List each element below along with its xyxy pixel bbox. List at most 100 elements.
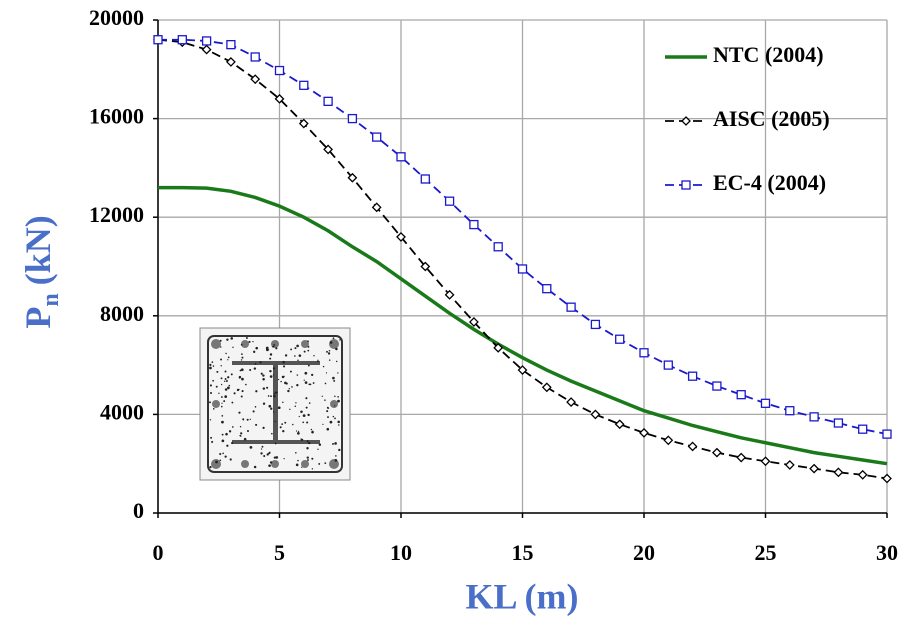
speckle [303, 379, 305, 381]
speckle [262, 387, 266, 390]
marker [858, 424, 868, 434]
speckle [322, 423, 324, 425]
speckle [287, 389, 290, 393]
speckle [308, 383, 311, 386]
marker [566, 397, 577, 407]
marker [444, 289, 455, 300]
marker [614, 419, 625, 430]
speckle [221, 433, 224, 436]
speckle [243, 437, 247, 441]
speckle [295, 452, 297, 454]
y-tick-label: 0 [133, 498, 144, 523]
x-tick-label: 30 [876, 540, 898, 565]
speckle [283, 375, 285, 378]
y-label-sub: n [38, 293, 64, 306]
speckle [295, 463, 299, 467]
series [158, 185, 888, 466]
speckle [337, 396, 339, 398]
marker [371, 202, 382, 213]
speckle [241, 390, 244, 393]
speckle [254, 406, 257, 408]
speckle [209, 401, 211, 404]
speckle [326, 350, 328, 353]
speckle [209, 363, 212, 366]
speckle [307, 340, 309, 343]
marker [809, 412, 819, 422]
speckle [219, 452, 222, 456]
speckle [307, 349, 310, 352]
speckle [252, 340, 254, 343]
speckle [311, 430, 314, 434]
speckle [240, 359, 243, 361]
speckle [277, 406, 281, 410]
speckle [227, 376, 230, 379]
speckle [211, 361, 214, 363]
speckle [224, 378, 227, 380]
speckle [306, 447, 309, 450]
speckle [246, 418, 249, 421]
speckle [259, 361, 262, 364]
speckle [265, 346, 269, 350]
marker [225, 56, 236, 67]
speckle [272, 374, 275, 376]
marker [712, 381, 722, 391]
marker [201, 36, 212, 46]
speckle [272, 367, 276, 370]
y-label-main: P [18, 307, 58, 329]
speckle [268, 464, 271, 467]
speckle [297, 359, 299, 362]
speckle [273, 344, 276, 346]
marker [274, 93, 285, 104]
speckle [249, 369, 252, 372]
speckle [219, 339, 222, 342]
marker [420, 261, 431, 272]
speckle [296, 344, 299, 348]
speckle [223, 380, 226, 382]
speckle [297, 432, 300, 435]
speckle [334, 442, 337, 445]
speckle [327, 416, 329, 419]
speckle [262, 426, 265, 430]
speckle [284, 421, 287, 424]
speckle [240, 343, 243, 346]
speckle [284, 381, 287, 385]
y-tick-label: 8000 [100, 301, 144, 326]
speckle [260, 448, 263, 450]
speckle [241, 356, 244, 359]
speckle [296, 374, 299, 376]
marker [299, 80, 309, 90]
marker [493, 242, 503, 252]
speckle [289, 408, 291, 410]
speckle [272, 346, 274, 348]
speckle [301, 466, 303, 468]
speckle [295, 430, 298, 432]
speckle [332, 415, 335, 418]
speckle [297, 430, 300, 432]
speckle [240, 368, 244, 372]
speckle [280, 380, 282, 383]
speckle [318, 462, 321, 465]
speckle [290, 348, 293, 351]
speckle [317, 360, 319, 363]
speckle [249, 418, 251, 420]
cross-section-inset [199, 327, 351, 481]
speckle [308, 441, 311, 445]
speckle [225, 352, 227, 355]
speckle [227, 359, 229, 361]
speckle [338, 448, 341, 452]
speckle [209, 366, 212, 370]
speckle [294, 355, 296, 357]
marker [681, 116, 691, 126]
marker [663, 360, 673, 370]
x-tick-label: 15 [512, 540, 534, 565]
x-tick-label: 25 [755, 540, 777, 565]
speckle [274, 442, 277, 445]
marker [687, 371, 698, 381]
speckle [335, 455, 337, 457]
speckle [273, 392, 276, 395]
legend-label: NTC (2004) [713, 42, 824, 67]
marker [517, 264, 528, 274]
speckle [240, 432, 243, 435]
speckle [233, 392, 236, 395]
